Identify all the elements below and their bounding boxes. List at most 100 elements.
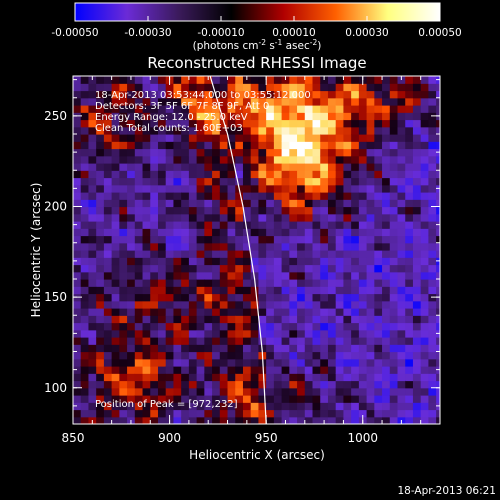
heatmap-cell [335,119,345,128]
heatmap-cell [103,170,113,179]
heatmap-cell [327,83,337,92]
colorbar-tick-label: 0.00030 [345,27,388,39]
heatmap-cell [119,199,128,208]
heatmap-cell [273,141,283,150]
heatmap-cell [273,192,283,200]
heatmap-cell [358,293,368,302]
heatmap-cell [188,264,198,273]
heatmap-cell [134,358,144,367]
heatmap-cell [134,409,144,418]
heatmap-cell [88,163,97,171]
heatmap-cell [219,112,229,121]
heatmap-cell [235,395,244,403]
heatmap-cell [335,148,345,157]
heatmap-cell [297,242,306,251]
heatmap-cell [204,344,213,353]
heatmap-cell [196,264,205,273]
heatmap-cell [320,170,329,179]
heatmap-cell [142,279,151,287]
heatmap-cell [304,90,314,99]
heatmap-cell [304,380,314,389]
heatmap-cell [250,141,260,150]
heatmap-cell [142,409,151,418]
heatmap-cell [73,119,82,128]
heatmap-cell [374,380,383,389]
heatmap-cell [412,206,422,215]
heatmap-cell [204,315,213,324]
heatmap-cell [188,228,198,237]
heatmap-cell [242,184,252,193]
heatmap-cell [289,373,298,382]
heatmap-cell [397,329,406,338]
heatmap-cell [366,366,375,374]
heatmap-cell [165,221,175,229]
heatmap-cell [343,395,352,403]
heatmap-cell [289,300,298,309]
heatmap-cell [258,329,267,338]
heatmap-cell [127,322,136,331]
heatmap-cell [212,105,221,113]
heatmap-cell [382,395,391,403]
heatmap-cell [405,134,414,142]
heatmap-cell [389,373,399,382]
heatmap-cell [80,315,90,324]
heatmap-cell [428,315,437,324]
heatmap-cell [397,112,406,121]
heatmap-cell [181,286,190,295]
heatmap-cell [250,235,260,244]
heatmap-cell [88,358,97,367]
heatmap-cell [258,409,267,418]
heatmap-cell [96,235,105,244]
heatmap-cell [196,366,205,374]
heatmap-cell [142,192,151,200]
heatmap-cell [312,235,321,244]
heatmap-cell [366,155,375,164]
heatmap-cell [412,380,422,389]
heatmap-cell [297,300,306,309]
heatmap-cell [181,271,190,280]
heatmap-cell [235,337,244,345]
heatmap-cell [73,264,82,273]
heatmap-cell [181,199,190,208]
heatmap-cell [258,141,267,150]
heatmap-cell [165,163,175,171]
heatmap-cell [204,126,213,135]
heatmap-cell [127,271,136,280]
heatmap-cell [327,373,337,382]
heatmap-cell [173,192,182,200]
heatmap-cell [181,337,190,345]
heatmap-cell [157,148,167,157]
heatmap-cell [150,177,159,186]
heatmap-cell [312,105,321,113]
heatmap-cell [212,308,221,316]
heatmap-cell [343,126,352,135]
heatmap-cell [351,184,360,193]
heatmap-cell [405,206,414,215]
heatmap-cell [312,112,321,121]
heatmap-cell [320,271,329,280]
heatmap-cell [420,76,430,84]
heatmap-cell [196,395,205,403]
heatmap-cell [80,409,90,418]
heatmap-cell [312,155,321,164]
heatmap-cell [235,177,244,186]
heatmap-cell [173,322,182,331]
heatmap-cell [297,373,306,382]
heatmap-cell [142,329,151,338]
heatmap-cell [119,387,128,396]
heatmap-cell [343,177,352,186]
heatmap-cell [196,409,205,418]
heatmap-cell [304,271,314,280]
heatmap-cell [358,206,368,215]
heatmap-cell [103,206,113,215]
heatmap-cell [235,97,244,106]
heatmap-cell [250,329,260,338]
heatmap-cell [150,105,159,113]
heatmap-cell [273,83,283,92]
heatmap-cell [134,199,144,208]
heatmap-cell [266,242,275,251]
heatmap-cell [389,300,399,309]
heatmap-cell [235,351,244,360]
heatmap-cell [73,308,82,316]
heatmap-cell [204,148,213,157]
